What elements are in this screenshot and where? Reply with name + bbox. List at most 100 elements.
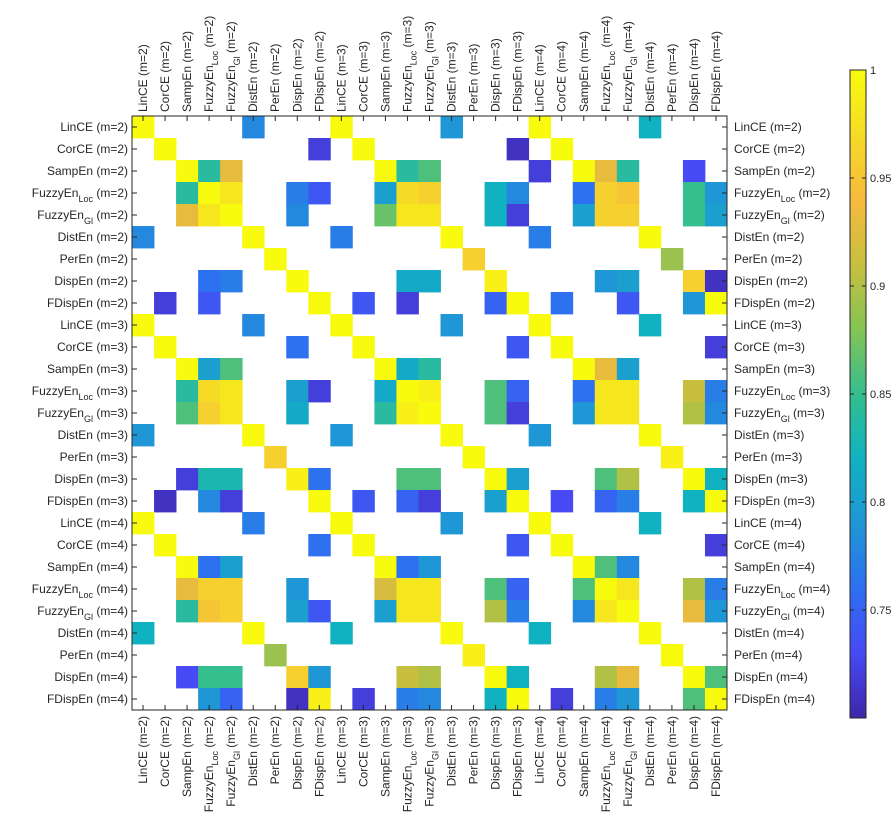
y-tick-label: FuzzyEnGl (m=4): [37, 604, 128, 622]
heatmap-cell: [572, 182, 596, 205]
x-tick-labels-top: LinCE (m=2) CorCE (m=2) SampEn (m=2) FuzzyE…: [136, 16, 723, 112]
heatmap-cell: [594, 270, 618, 293]
heatmap-cell: [484, 402, 508, 425]
heatmap-cell: [660, 446, 684, 469]
heatmap-cell: [572, 556, 596, 579]
heatmap-cell: [506, 534, 530, 557]
y-tick-label: DispEn (m=2): [54, 274, 128, 288]
heatmap-cell: [616, 204, 640, 227]
heatmap-cell: [616, 292, 640, 315]
heatmap-cell: [352, 490, 375, 513]
x-tick-label: CorCE (m=3): [356, 716, 370, 787]
heatmap-cell: [198, 556, 221, 579]
x-tick-label: DistEn (m=2): [246, 716, 260, 786]
heatmap-cell: [198, 380, 221, 403]
heatmap-cell: [682, 204, 706, 227]
heatmap-cell: [484, 270, 508, 293]
x-tick-label: CorCE (m=4): [555, 716, 569, 787]
heatmap-cell: [352, 138, 375, 161]
heatmap-cell: [242, 424, 265, 447]
heatmap-cell: [704, 402, 728, 425]
heatmap-cell: [594, 380, 618, 403]
heatmap-cell: [704, 490, 728, 513]
heatmap-cell: [198, 160, 221, 183]
heatmap-cell: [242, 226, 265, 249]
heatmap-cell: [638, 226, 662, 249]
heatmap-cell: [616, 600, 640, 623]
x-tick-label: SampEn (m=3): [378, 716, 392, 797]
heatmap-cell: [506, 380, 530, 403]
heatmap-cell: [396, 292, 419, 315]
x-tick-label: FuzzyEnLoc (m=2): [202, 716, 220, 812]
heatmap-cell: [198, 358, 221, 381]
heatmap-cell: [198, 578, 221, 601]
heatmap-cell: [660, 644, 684, 667]
y-tick-label: SampEn (m=2): [47, 164, 128, 178]
heatmap-cell: [286, 600, 309, 623]
heatmap-cell: [418, 556, 441, 579]
y-tick-label: DistEn (m=4): [734, 626, 804, 640]
heatmap-cell: [462, 248, 485, 271]
heatmap-cell: [198, 292, 221, 315]
x-tick-label: DispEn (m=4): [687, 716, 701, 790]
y-tick-label: PerEn (m=4): [734, 648, 802, 662]
heatmap-cell: [396, 688, 419, 711]
x-tick-label: FuzzyEnLoc (m=4): [599, 716, 617, 812]
x-tick-label: DistEn (m=3): [445, 716, 459, 786]
heatmap-cell: [704, 182, 728, 205]
heatmap-cell: [484, 292, 508, 315]
heatmap-cell: [198, 666, 221, 689]
heatmap-cell: [242, 512, 265, 535]
x-tick-label: CorCE (m=4): [555, 41, 569, 112]
heatmap-cell: [220, 380, 243, 403]
heatmap-cell: [440, 226, 463, 249]
y-tick-label: FuzzyEnLoc (m=4): [32, 582, 128, 600]
heatmap-cell: [616, 578, 640, 601]
y-tick-label: SampEn (m=3): [47, 362, 128, 376]
heatmap-cell: [418, 182, 441, 205]
y-tick-label: LinCE (m=2): [734, 120, 802, 134]
heatmap-cell: [242, 314, 265, 337]
heatmap-cell: [616, 182, 640, 205]
heatmap-cell: [704, 336, 728, 359]
heatmap-cell: [308, 666, 331, 689]
heatmap-cell: [286, 688, 309, 711]
heatmap-cell: [440, 622, 463, 645]
colorbar-tick-label: 0.95: [870, 173, 891, 185]
heatmap-cell: [396, 204, 419, 227]
heatmap-cell: [572, 402, 596, 425]
axis-ticks: [132, 116, 727, 710]
y-tick-label: FDispEn (m=3): [734, 494, 815, 508]
heatmap-cell: [704, 534, 728, 557]
heatmap-cell: [198, 600, 221, 623]
heatmap-cell: [132, 116, 155, 139]
heatmap-cell: [506, 138, 530, 161]
heatmap-cell: [550, 688, 574, 711]
x-tick-label: PerEn (m=3): [467, 716, 481, 784]
heatmap-cell: [572, 160, 596, 183]
heatmap-cell: [396, 270, 419, 293]
heatmap-cell: [396, 358, 419, 381]
heatmap-cell: [374, 402, 397, 425]
colorbar-tick-label: 0.75: [870, 605, 891, 617]
heatmap-cell: [418, 468, 441, 491]
colorbar-tick-label: 0.9: [870, 281, 885, 293]
heatmap-cell: [242, 116, 265, 139]
heatmap-cell: [396, 556, 419, 579]
heatmap-cell: [506, 688, 530, 711]
heatmap-cell: [682, 578, 706, 601]
x-tick-label: DispEn (m=2): [290, 38, 304, 112]
heatmap-cell: [528, 512, 552, 535]
heatmap-cell: [594, 160, 618, 183]
heatmap-cell: [418, 270, 441, 293]
y-tick-label: CorCE (m=3): [57, 340, 128, 354]
heatmap-cell: [682, 160, 706, 183]
heatmap-cell: [176, 666, 199, 689]
y-tick-label: SampEn (m=3): [734, 362, 815, 376]
y-tick-label: DistEn (m=4): [58, 626, 128, 640]
y-tick-label: FuzzyEnGl (m=2): [734, 208, 825, 226]
y-tick-label: DispEn (m=4): [54, 670, 128, 684]
y-tick-label: CorCE (m=4): [57, 538, 128, 552]
heatmap-cell: [528, 424, 552, 447]
